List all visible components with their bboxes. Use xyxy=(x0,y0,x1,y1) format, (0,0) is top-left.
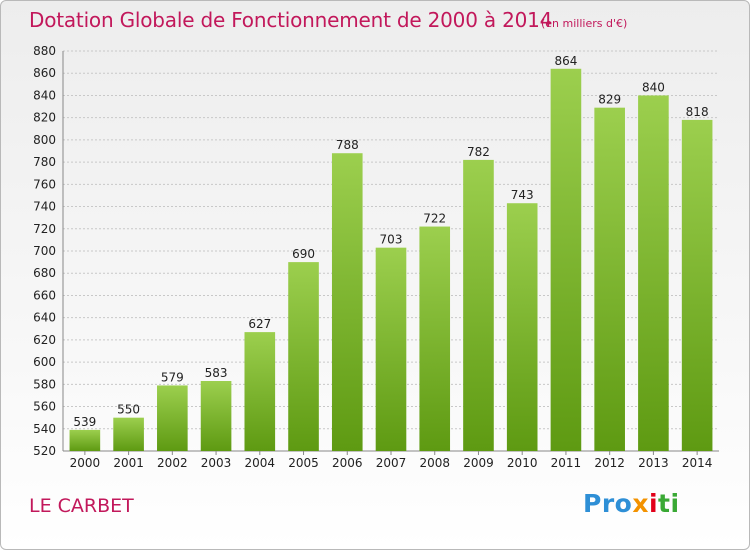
bar xyxy=(463,159,494,451)
bar xyxy=(244,332,276,451)
x-tick-label: 2008 xyxy=(419,456,450,470)
bar xyxy=(200,381,232,451)
y-tick-label: 700 xyxy=(33,244,56,258)
logo-part: i xyxy=(648,489,659,518)
bar xyxy=(594,107,625,452)
x-tick-label: 2000 xyxy=(70,456,101,470)
bar xyxy=(288,262,319,451)
x-tick-label: 2013 xyxy=(638,456,669,470)
x-tick-label: 2004 xyxy=(245,456,276,470)
data-label: 690 xyxy=(292,247,315,261)
data-label: 583 xyxy=(205,366,228,380)
data-label: 743 xyxy=(511,188,534,202)
x-tick-label: 2006 xyxy=(332,456,363,470)
y-tick-label: 740 xyxy=(33,200,56,214)
y-tick-label: 540 xyxy=(33,422,56,436)
x-tick-label: 2002 xyxy=(157,456,188,470)
bar xyxy=(69,429,101,451)
x-tick-label: 2012 xyxy=(594,456,625,470)
bar xyxy=(375,247,407,451)
y-tick-label: 620 xyxy=(33,333,56,347)
y-tick-label: 860 xyxy=(33,66,56,80)
y-tick-label: 520 xyxy=(33,444,56,458)
y-tick-label: 580 xyxy=(33,377,56,391)
bar xyxy=(506,203,538,451)
x-tick-label: 2001 xyxy=(113,456,144,470)
x-tick-label: 2010 xyxy=(507,456,538,470)
commune-name: LE CARBET xyxy=(29,495,134,517)
y-tick-label: 760 xyxy=(33,177,56,191)
data-label: 579 xyxy=(161,370,184,384)
y-tick-label: 800 xyxy=(33,133,56,147)
y-tick-label: 600 xyxy=(33,355,56,369)
data-label: 864 xyxy=(554,54,577,68)
logo-part: ti xyxy=(658,489,680,518)
bar xyxy=(419,226,451,451)
y-tick-label: 660 xyxy=(33,288,56,302)
y-tick-label: 880 xyxy=(33,44,56,58)
data-label: 722 xyxy=(423,212,446,226)
y-tick-label: 820 xyxy=(33,111,56,125)
data-label: 627 xyxy=(248,317,271,331)
y-tick-label: 780 xyxy=(33,155,56,169)
data-label: 840 xyxy=(642,80,665,94)
y-tick-label: 640 xyxy=(33,311,56,325)
data-label: 550 xyxy=(117,403,140,417)
y-tick-label: 680 xyxy=(33,266,56,280)
bar xyxy=(638,95,669,451)
chart-title: Dotation Globale de Fonctionnement de 20… xyxy=(29,8,553,32)
x-tick-label: 2003 xyxy=(201,456,232,470)
bar xyxy=(681,119,713,451)
bar xyxy=(550,68,582,452)
logo-part: Pro xyxy=(583,489,633,518)
bar xyxy=(157,385,188,451)
data-label: 829 xyxy=(598,93,621,107)
data-label: 782 xyxy=(467,145,490,159)
x-tick-label: 2014 xyxy=(682,456,713,470)
logo-part: x xyxy=(632,489,649,518)
bar xyxy=(331,153,363,451)
data-label: 818 xyxy=(686,105,709,119)
x-tick-label: 2009 xyxy=(463,456,494,470)
chart-unit-note: (en milliers d'€) xyxy=(541,17,628,30)
y-tick-label: 560 xyxy=(33,400,56,414)
data-label: 703 xyxy=(380,233,403,247)
data-label: 788 xyxy=(336,138,359,152)
x-tick-label: 2007 xyxy=(376,456,407,470)
data-label: 539 xyxy=(73,415,96,429)
x-tick-label: 2005 xyxy=(288,456,319,470)
y-tick-label: 840 xyxy=(33,88,56,102)
bar xyxy=(113,417,144,451)
y-tick-label: 720 xyxy=(33,222,56,236)
proxiti-logo: Proxiti xyxy=(583,489,680,518)
x-tick-label: 2011 xyxy=(551,456,582,470)
